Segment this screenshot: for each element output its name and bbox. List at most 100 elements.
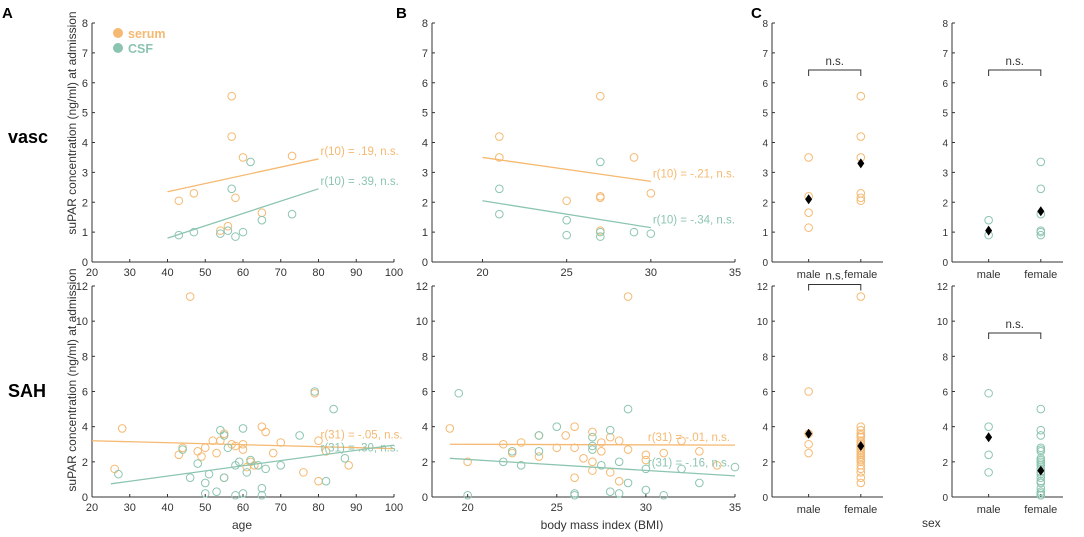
- c-sah-csf-ytick-label: 12: [937, 282, 949, 293]
- c-sah-serum-ytick-label: 4: [762, 423, 768, 434]
- b-vasc-annotation-serum: r(10) = -.21, n.s.: [653, 168, 735, 180]
- b-sah-annotation-csf: r(31) = -.16, n.s.: [648, 457, 730, 469]
- b-sah-xtick-label: 20: [462, 502, 474, 514]
- a-sah-point-csf: [185, 473, 195, 482]
- b-sah-point-serum: [659, 448, 669, 458]
- a-vasc-point-csf: [246, 157, 255, 167]
- a-sah-point-csf: [223, 443, 233, 453]
- c-sah-serum-point-female: [856, 473, 866, 482]
- c-sah-serum-ytick-label: 6: [762, 388, 768, 399]
- a-sah-point-csf: [276, 461, 286, 470]
- c-vasc-csf-point-male: [984, 215, 993, 225]
- a-vasc-xtick-label: 100: [385, 267, 403, 279]
- a-sah-point-csf: [261, 464, 270, 474]
- c-vasc-serum-ytick-label: 5: [762, 109, 768, 120]
- c-vasc-serum-mean-marker-male: [805, 194, 813, 205]
- b-vasc-xtick-label: 20: [476, 267, 488, 279]
- c-sah-serum-point-female: [856, 455, 866, 465]
- a-vasc-point-serum: [231, 193, 240, 203]
- a-sah-point-csf: [219, 431, 229, 440]
- y-axis-label-top: suPAR concentration (ng/ml) at admission: [65, 11, 79, 234]
- a-sah-xtick-label: 100: [385, 502, 403, 514]
- b-sah-point-serum: [579, 454, 588, 463]
- a-sah-point-serum: [238, 445, 248, 454]
- c-vasc-csf-ytick-label: 3: [942, 168, 948, 179]
- c-vasc-serum-point-male: [804, 208, 813, 218]
- c-sah-csf-point-female: [1036, 445, 1046, 454]
- c-sah-serum-ytick-label: 12: [757, 282, 769, 293]
- c-vasc-csf-ytick-label: 8: [942, 19, 948, 30]
- c-sah-csf-point-female: [1036, 478, 1046, 488]
- a-sah-fit-line-csf: [110, 444, 395, 485]
- b-vasc-ytick-label: 0: [422, 257, 428, 269]
- a-sah-point-csf: [340, 454, 350, 463]
- b-sah-fit-line-serum: [449, 443, 736, 446]
- c-sah-serum-point-female: [856, 461, 866, 470]
- legend: serum CSF: [113, 27, 166, 56]
- a-sah-ytick-label: 2: [82, 457, 88, 469]
- a-vasc-xtick-label: 50: [199, 267, 211, 279]
- a-vasc-xtick-label: 40: [161, 267, 173, 279]
- b-vasc-point-csf: [495, 184, 504, 194]
- a-sah-point-csf: [242, 468, 252, 477]
- c-vasc-csf-point-female: [1036, 227, 1046, 237]
- a-sah-point-csf: [295, 431, 304, 440]
- c-sah-csf-point-female: [1036, 483, 1046, 493]
- c-vasc-serum-point-female: [856, 196, 866, 206]
- b-sah-ytick-label: 10: [416, 316, 428, 328]
- a-sah-xtick-label: 40: [161, 502, 173, 514]
- a-sah-xtick-label: 70: [275, 502, 287, 514]
- c-vasc-csf-ytick-label: 7: [942, 49, 948, 60]
- b-sah-point-csf: [570, 490, 579, 500]
- c-sah-csf-point-female: [1036, 431, 1046, 440]
- a-vasc-ytick-label: 0: [82, 257, 88, 269]
- c-vasc-serum-point-male: [804, 153, 813, 162]
- a-vasc-xtick-label: 80: [312, 267, 324, 279]
- a-sah-point-serum: [268, 448, 278, 458]
- b-vasc-ytick-label: 1: [422, 227, 428, 239]
- b-sah-point-csf: [614, 489, 624, 498]
- a-sah-ytick-label: 0: [82, 492, 88, 504]
- a-vasc-point-serum: [189, 188, 199, 198]
- a-sah-ytick-label: 8: [82, 351, 88, 363]
- b-vasc-point-serum: [596, 193, 605, 203]
- c-sah-csf-xtick-label: male: [977, 504, 1001, 516]
- b-sah-point-csf: [534, 431, 544, 440]
- a-sah-point-csf: [257, 483, 267, 493]
- b-sah-point-serum: [588, 466, 597, 475]
- a-sah-point-serum: [314, 476, 323, 486]
- c-vasc-serum-ytick-label: 3: [762, 168, 768, 179]
- b-sah-point-serum: [623, 445, 633, 454]
- c-sah-csf-ytick-label: 8: [942, 352, 948, 363]
- c-sah-serum-point-female: [856, 431, 866, 440]
- b-sah-ytick-label: 8: [422, 351, 428, 363]
- c-sah-csf-point-male: [984, 388, 993, 398]
- a-sah-point-serum: [257, 422, 267, 431]
- b-sah-point-serum: [605, 432, 615, 442]
- a-sah-point-serum: [185, 292, 195, 301]
- a-vasc-point-csf: [223, 226, 233, 235]
- a-vasc-ytick-label: 1: [82, 227, 88, 239]
- a-sah-point-csf: [253, 461, 263, 470]
- a-sah-point-csf: [257, 490, 267, 500]
- a-vasc-xtick-label: 30: [124, 267, 136, 279]
- legend-serum-marker: [113, 28, 123, 38]
- c-vasc-csf-ytick-label: 4: [942, 139, 948, 150]
- c-sah-csf-xtick-label: female: [1024, 504, 1057, 516]
- c-sah-serum-point-male: [804, 387, 813, 396]
- a-sah-point-csf: [219, 473, 229, 482]
- b-vasc-point-csf: [596, 157, 605, 167]
- a-sah-point-serum: [314, 436, 323, 446]
- a-sah-point-csf: [114, 469, 123, 479]
- b-sah-point-serum: [605, 468, 615, 477]
- b-sah-point-csf: [730, 462, 740, 472]
- b-vasc-point-serum: [646, 188, 656, 198]
- b-sah-point-csf: [534, 446, 544, 456]
- a-sah-fit-line-serum: [91, 440, 395, 450]
- a-vasc-point-csf: [287, 209, 297, 219]
- c-sah-serum-point-female: [856, 478, 866, 488]
- c-sah-serum-mean-marker-female: [857, 441, 865, 452]
- c-vasc-csf-mean-marker-female: [1037, 206, 1045, 217]
- b-sah-ytick-label: 0: [422, 492, 428, 504]
